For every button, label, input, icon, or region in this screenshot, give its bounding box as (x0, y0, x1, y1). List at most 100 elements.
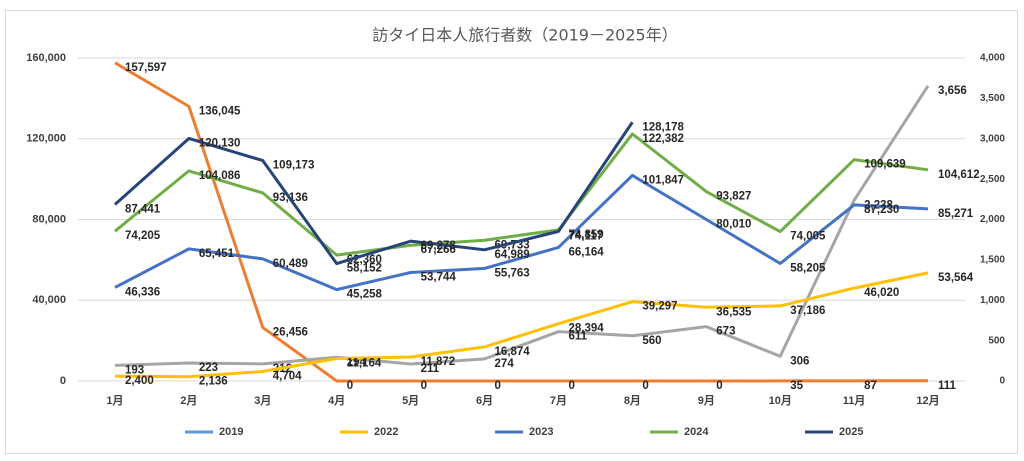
data-label: 120,130 (199, 138, 241, 150)
data-label: 53,564 (938, 272, 974, 284)
data-label: 0 (642, 380, 648, 392)
data-label: 74,859 (568, 229, 603, 241)
data-label: 69,278 (421, 240, 457, 252)
data-label: 35 (790, 380, 803, 392)
data-label: 111 (938, 380, 957, 392)
data-label: 157,597 (125, 62, 167, 74)
data-label: 274 (495, 358, 515, 370)
data-label: 46,020 (864, 287, 899, 299)
y2-tick-label: 1,000 (980, 295, 1005, 306)
series-line (114, 84, 930, 367)
data-label: 136,045 (199, 105, 241, 117)
data-label: 0 (495, 380, 501, 392)
data-label: 0 (716, 380, 722, 392)
y2-tick-label: 2,500 (980, 174, 1005, 185)
data-label: 0 (568, 380, 574, 392)
y2-tick-label: 2,000 (980, 214, 1005, 225)
data-label: 28,394 (568, 323, 604, 335)
data-label: 128,178 (642, 121, 684, 133)
data-label: 560 (642, 335, 661, 347)
data-label: 46,336 (125, 286, 160, 298)
data-label: 80,010 (716, 219, 751, 231)
x-tick-label: 9月 (698, 394, 715, 407)
data-label: 67,266 (421, 244, 456, 256)
data-label: 0 (421, 380, 427, 392)
data-label: 36,535 (716, 306, 752, 318)
y2-tick-label: 3,500 (980, 93, 1005, 104)
legend-label: 2023 (529, 426, 553, 438)
x-tick-label: 1月 (106, 394, 123, 407)
legend-label: 2025 (839, 426, 863, 438)
data-label: 109,173 (273, 160, 315, 172)
data-label: 611 (568, 331, 587, 343)
data-label: 58,205 (790, 263, 826, 275)
y2-tick-label: 0 (999, 376, 1005, 387)
data-label: 85,271 (938, 208, 974, 220)
data-label: 74,117 (568, 230, 603, 242)
y2-tick-label: 4,000 (980, 53, 1005, 64)
data-label: 104,086 (199, 170, 241, 182)
data-label: 673 (716, 326, 735, 338)
x-tick-label: 5月 (402, 394, 419, 407)
data-label: 2,400 (125, 375, 154, 387)
data-label: 26,456 (273, 327, 308, 339)
data-label: 64,989 (495, 249, 530, 261)
x-tick-label: 6月 (476, 394, 493, 407)
data-label: 53,744 (421, 272, 457, 284)
data-label: 11,872 (421, 356, 456, 368)
data-label: 4,704 (273, 371, 302, 383)
x-tick-label: 12月 (916, 394, 939, 407)
y-tick-label: 120,000 (26, 133, 66, 145)
data-label: 3,656 (938, 85, 967, 97)
data-label: 66,164 (568, 246, 604, 258)
data-label: 87 (864, 380, 877, 392)
data-label: 93,827 (716, 191, 751, 203)
y-tick-label: 0 (60, 375, 66, 387)
data-label: 211 (421, 363, 440, 375)
data-label: 39,297 (642, 301, 677, 313)
series-line (114, 61, 929, 383)
y2-tick-label: 1,500 (980, 255, 1005, 266)
legend-label: 2022 (374, 426, 398, 438)
x-tick-label: 11月 (843, 394, 866, 407)
data-label: 11,164 (347, 357, 382, 369)
x-tick-label: 3月 (254, 394, 271, 407)
y2-tick-label: 500 (988, 335, 1005, 346)
data-label: 74,005 (790, 231, 826, 243)
data-label: 101,847 (642, 174, 684, 186)
data-label: 58,152 (347, 263, 382, 275)
data-label: 109,639 (864, 159, 906, 171)
data-label: 60,489 (273, 258, 308, 270)
data-label: 37,186 (790, 305, 825, 317)
x-tick-label: 4月 (328, 394, 345, 407)
y-tick-label: 40,000 (32, 294, 66, 306)
data-label: 104,612 (938, 169, 980, 181)
legend-label: 2024 (684, 426, 709, 438)
data-label: 55,763 (495, 267, 530, 279)
series-line (114, 271, 929, 379)
data-label: 74,205 (125, 230, 161, 242)
y-tick-label: 80,000 (32, 213, 66, 225)
data-label: 87,230 (864, 204, 899, 216)
data-label: 122,382 (642, 133, 684, 145)
x-tick-label: 2月 (180, 394, 197, 407)
x-tick-label: 7月 (550, 394, 567, 407)
data-label: 0 (347, 380, 353, 392)
x-tick-label: 8月 (624, 394, 641, 407)
x-tick-label: 10月 (769, 394, 792, 407)
data-label: 65,451 (199, 248, 235, 260)
series-line (114, 132, 929, 257)
chart-title: 訪タイ日本人旅行者数（2019－2025年） (372, 26, 677, 45)
data-label: 2,136 (199, 376, 228, 388)
y2-tick-label: 3,000 (980, 133, 1005, 144)
series-line (114, 173, 929, 292)
data-label: 16,874 (495, 346, 531, 358)
data-label: 306 (790, 355, 809, 367)
data-label: 223 (199, 362, 218, 374)
data-label: 45,258 (347, 289, 383, 301)
data-label: 193 (125, 364, 144, 376)
y-tick-label: 160,000 (26, 52, 66, 64)
series-line (113, 121, 634, 266)
data-label: 87,441 (125, 204, 161, 216)
